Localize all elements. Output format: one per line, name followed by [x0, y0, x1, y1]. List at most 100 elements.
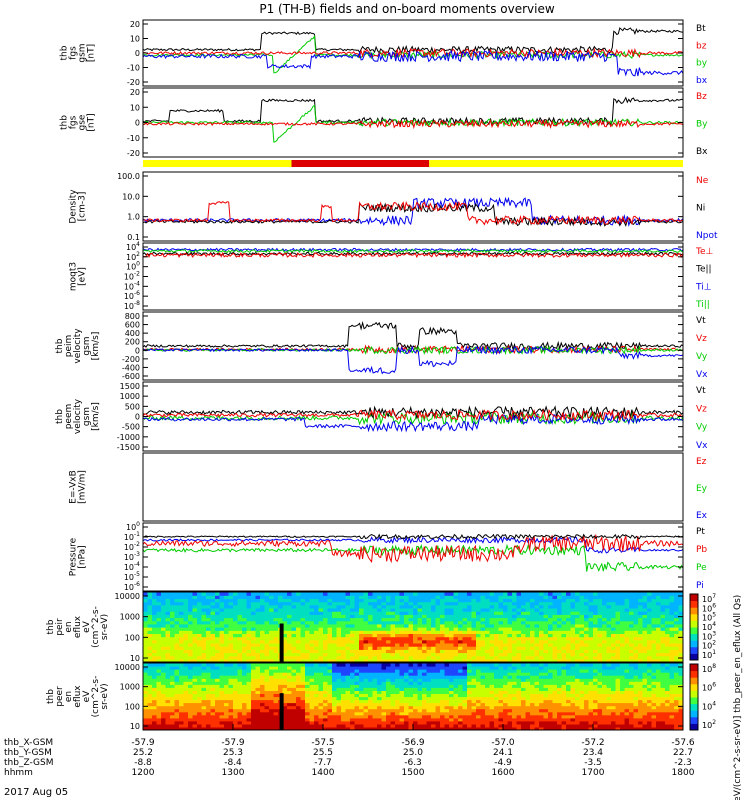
spectrogram-cell	[548, 703, 553, 707]
spectrogram-cell	[206, 694, 211, 698]
spectrogram-cell	[431, 703, 436, 707]
spectrogram-cell	[503, 715, 508, 719]
spectrogram-cell	[616, 703, 621, 707]
spectrogram-cell	[436, 709, 441, 713]
spectrogram-cell	[580, 721, 585, 725]
spectrogram-cell	[616, 687, 621, 691]
spectrogram-cell	[449, 694, 454, 698]
y-tick-label: -20	[127, 78, 140, 87]
spectrogram-cell	[584, 703, 589, 707]
spectrogram-cell	[283, 592, 288, 596]
spectrogram-cell	[373, 721, 378, 725]
spectrogram-cell	[152, 687, 157, 691]
spectrogram-cell	[413, 715, 418, 719]
spectrogram-cell	[467, 694, 472, 698]
spectrogram-cell	[143, 675, 148, 679]
spectrogram-cell	[346, 709, 351, 713]
spectrogram-cell	[350, 687, 355, 691]
spectrogram-cell	[202, 715, 207, 719]
spectrogram-cell	[454, 703, 459, 707]
panel-temperature: 10410210010-210-410-610-8moqt3[eV]Te⊥Te|…	[69, 241, 714, 311]
spectrogram-cell	[319, 681, 324, 685]
spectrogram-cell	[292, 703, 297, 707]
spectrogram-cell	[503, 687, 508, 691]
spectrogram-cell	[566, 709, 571, 713]
spectrogram-cell	[364, 715, 369, 719]
spectrogram-cell	[310, 681, 315, 685]
panel-traces-pressure	[143, 535, 683, 572]
spectrogram-cell	[404, 694, 409, 698]
spectrogram-cell	[328, 681, 333, 685]
spectrogram-cell	[427, 681, 432, 685]
spectrogram-cell	[377, 687, 382, 691]
spectrogram-cell	[548, 721, 553, 725]
y-axis-label: [nT]	[87, 113, 97, 131]
spectrogram-cell	[292, 675, 297, 679]
panel-traces-density	[143, 198, 683, 226]
spectrogram-cell	[256, 703, 261, 707]
spectrogram-cell	[242, 703, 247, 707]
spectrogram-cell	[674, 681, 679, 685]
spectrogram-cell	[494, 687, 499, 691]
y-tick-label: 1000	[120, 392, 140, 401]
spectrogram-cell	[517, 694, 522, 698]
spectrogram-cell	[503, 592, 508, 596]
spectrogram-cell	[562, 721, 567, 725]
spectrogram-cell	[346, 592, 351, 596]
spectrogram-cell	[553, 709, 558, 713]
spectrogram-cell	[553, 721, 558, 725]
spectrogram-cell	[260, 721, 265, 725]
spectrogram-cell	[449, 721, 454, 725]
spectrogram-cell	[359, 694, 364, 698]
spectrogram-cell	[634, 721, 639, 725]
spectrogram-cell	[670, 687, 675, 691]
panel-traces-electron-velocity	[143, 407, 683, 431]
spectrogram-cell	[274, 715, 279, 719]
spectrogram-cell	[526, 592, 531, 596]
spectrogram-cell	[323, 703, 328, 707]
trace-black	[143, 98, 683, 125]
spectrogram-cell	[229, 681, 234, 685]
panel-traces-ion-spec	[143, 592, 684, 663]
spectrogram-cell	[647, 715, 652, 719]
spectrogram-cell	[292, 592, 297, 596]
spectrogram-cell	[458, 681, 463, 685]
spectrogram-cell	[184, 675, 189, 679]
spectrogram-cell	[247, 715, 252, 719]
spectrogram-cell	[521, 721, 526, 725]
legend-entry: Vx	[696, 441, 708, 451]
spectrogram-cell	[454, 721, 459, 725]
spectrogram-cell	[233, 694, 238, 698]
spectrogram-cell	[269, 675, 274, 679]
spectrogram-cell	[269, 687, 274, 691]
spectrogram-cell	[328, 592, 333, 596]
spectrogram-cell	[355, 721, 360, 725]
spectrogram-cell	[620, 721, 625, 725]
trace-green	[143, 546, 683, 572]
spectrogram-cell	[670, 715, 675, 719]
spectrogram-cell	[422, 715, 427, 719]
y-axis-label: [mV/m]	[78, 470, 88, 504]
spectrogram-cell	[620, 709, 625, 713]
spectrogram-cell	[229, 675, 234, 679]
spectrogram-cell	[544, 715, 549, 719]
spectrogram-cell	[400, 681, 405, 685]
spectrogram-cell	[265, 721, 270, 725]
spectrogram-cell	[440, 709, 445, 713]
spectrogram-cell	[454, 709, 459, 713]
spectrogram-cell	[400, 715, 405, 719]
spectrogram-cell	[440, 694, 445, 698]
spectrogram-cell	[521, 681, 526, 685]
spectrogram-cell	[170, 703, 175, 707]
spectrogram-cell	[616, 681, 621, 685]
spectrogram-cell	[391, 681, 396, 685]
spectrogram-cell	[670, 681, 675, 685]
spectrogram-cell	[431, 709, 436, 713]
spectrogram-cell	[242, 715, 247, 719]
spectrogram-cell	[251, 709, 256, 713]
spectrogram-cell	[287, 703, 292, 707]
spectrogram-cell	[517, 592, 522, 596]
spectrogram-cell	[557, 694, 562, 698]
legend-entry: by	[696, 59, 708, 69]
spectrogram-cell	[305, 687, 310, 691]
